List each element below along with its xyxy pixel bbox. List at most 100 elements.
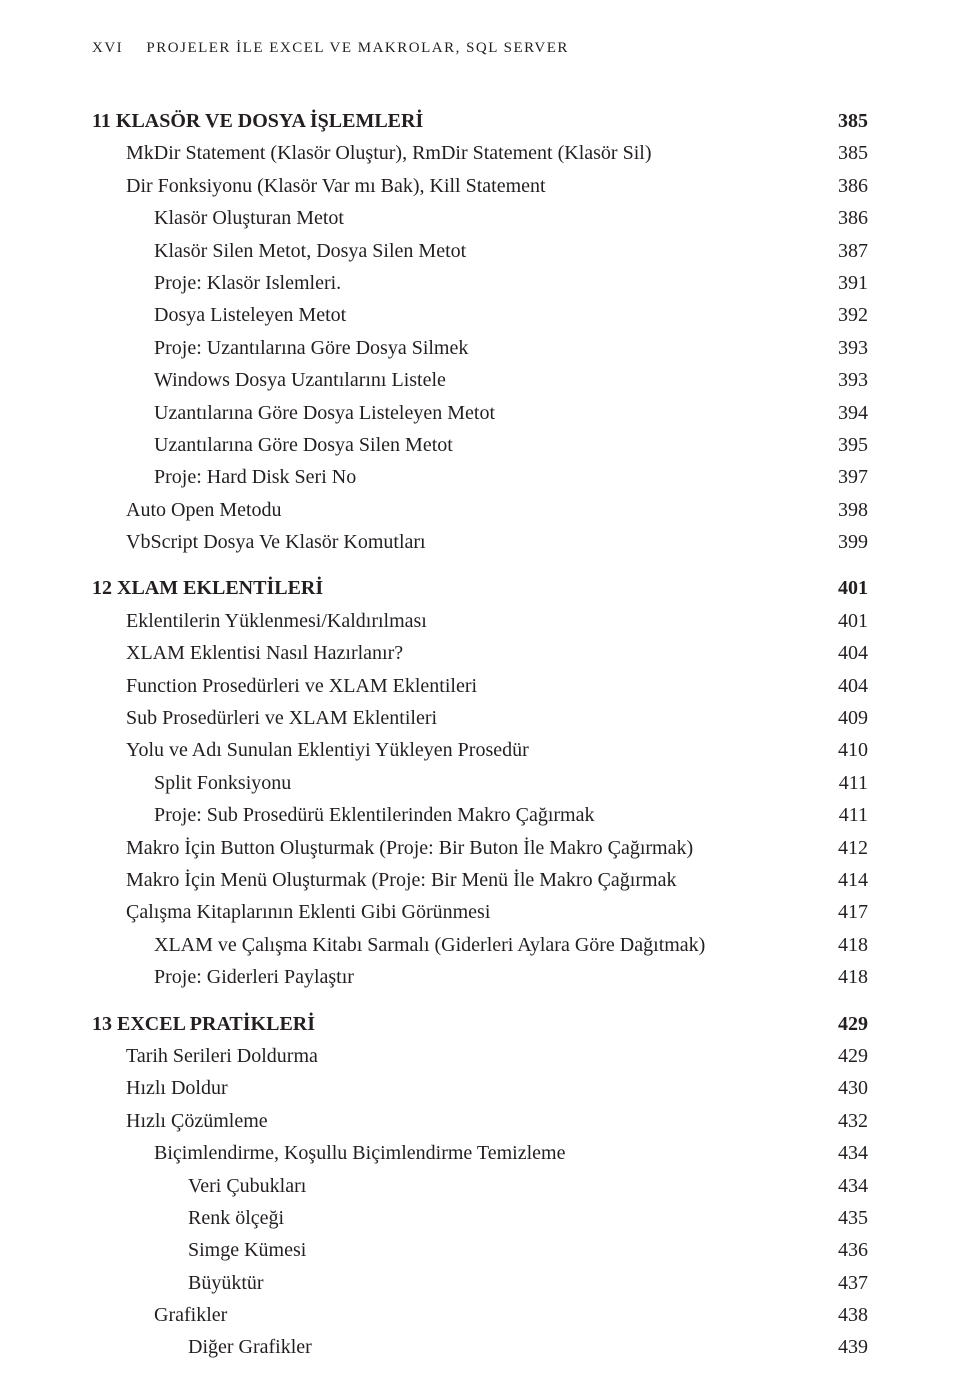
toc-entry: VbScript Dosya Ve Klasör Komutları399 xyxy=(92,526,868,558)
toc-chapter: 13 EXCEL PRATİKLERİ429 xyxy=(92,1008,868,1040)
toc-entry: Diğer Grafikler439 xyxy=(92,1331,868,1363)
toc-entry-label: Auto Open Metodu xyxy=(126,494,838,526)
toc-entry: Klasör Oluşturan Metot386 xyxy=(92,202,868,234)
toc-entry-label: Simge Kümesi xyxy=(188,1234,838,1266)
toc-entry-page: 398 xyxy=(838,494,868,526)
toc-entry-page: 434 xyxy=(838,1170,868,1202)
page-numeral: XVI xyxy=(92,40,123,56)
toc-entry: Split Fonksiyonu411 xyxy=(92,767,868,799)
toc-entry-page: 432 xyxy=(838,1105,868,1137)
toc-entry-label: Yolu ve Adı Sunulan Eklentiyi Yükleyen P… xyxy=(126,734,838,766)
toc-entry: XLAM ve Çalışma Kitabı Sarmalı (Giderler… xyxy=(92,929,868,961)
toc-entry-label: 13 EXCEL PRATİKLERİ xyxy=(92,1008,838,1040)
toc-entry-label: Dosya Listeleyen Metot xyxy=(154,299,838,331)
toc-entry: Proje: Hard Disk Seri No397 xyxy=(92,461,868,493)
toc-entry-page: 392 xyxy=(838,299,868,331)
book-title: PROJELER İLE EXCEL VE MAKROLAR, SQL SERV… xyxy=(146,40,569,56)
toc-entry-page: 386 xyxy=(838,202,868,234)
toc-entry-page: 385 xyxy=(838,137,868,169)
toc-entry-page: 397 xyxy=(838,461,868,493)
toc-entry: Uzantılarına Göre Dosya Silen Metot395 xyxy=(92,429,868,461)
toc-entry-label: Hızlı Çözümleme xyxy=(126,1105,838,1137)
toc-entry: Tarih Serileri Doldurma429 xyxy=(92,1040,868,1072)
toc-entry-label: Dir Fonksiyonu (Klasör Var mı Bak), Kill… xyxy=(126,170,838,202)
toc-entry-label: XLAM ve Çalışma Kitabı Sarmalı (Giderler… xyxy=(154,929,838,961)
page: XVI PROJELER İLE EXCEL VE MAKROLAR, SQL … xyxy=(0,0,960,1399)
toc-entry: Klasör Silen Metot, Dosya Silen Metot387 xyxy=(92,235,868,267)
toc-entry: Function Prosedürleri ve XLAM Eklentiler… xyxy=(92,670,868,702)
toc-entry-page: 404 xyxy=(838,637,868,669)
toc-entry-label: Veri Çubukları xyxy=(188,1170,838,1202)
toc-entry: Hızlı Doldur430 xyxy=(92,1072,868,1104)
toc-entry: Dosya Listeleyen Metot392 xyxy=(92,299,868,331)
toc-entry-page: 387 xyxy=(838,235,868,267)
toc-entry: Makro İçin Menü Oluşturmak (Proje: Bir M… xyxy=(92,864,868,896)
toc-entry: Proje: Giderleri Paylaştır418 xyxy=(92,961,868,993)
toc-entry-label: VbScript Dosya Ve Klasör Komutları xyxy=(126,526,838,558)
toc-entry-page: 437 xyxy=(838,1267,868,1299)
toc-entry: Renk ölçeği435 xyxy=(92,1202,868,1234)
toc-entry: Auto Open Metodu398 xyxy=(92,494,868,526)
toc-entry-page: 418 xyxy=(838,929,868,961)
toc-entry-label: Proje: Giderleri Paylaştır xyxy=(154,961,838,993)
toc-entry-label: Büyüktür xyxy=(188,1267,838,1299)
toc-entry-label: Uzantılarına Göre Dosya Listeleyen Metot xyxy=(154,397,838,429)
toc-entry-page: 418 xyxy=(838,961,868,993)
toc-entry: Windows Dosya Uzantılarını Listele393 xyxy=(92,364,868,396)
toc-entry-label: Grafikler xyxy=(154,1299,838,1331)
toc-entry: Dir Fonksiyonu (Klasör Var mı Bak), Kill… xyxy=(92,170,868,202)
toc-entry-label: Tarih Serileri Doldurma xyxy=(126,1040,838,1072)
toc-entry: Uzantılarına Göre Dosya Listeleyen Metot… xyxy=(92,397,868,429)
toc-entry-label: Sub Prosedürleri ve XLAM Eklentileri xyxy=(126,702,838,734)
toc-entry-page: 401 xyxy=(838,605,868,637)
toc-entry-page: 436 xyxy=(838,1234,868,1266)
toc-entry-label: Eklentilerin Yüklenmesi/Kaldırılması xyxy=(126,605,838,637)
toc-entry-page: 412 xyxy=(838,832,868,864)
toc-entry-label: Klasör Silen Metot, Dosya Silen Metot xyxy=(154,235,838,267)
toc-entry-label: Proje: Uzantılarına Göre Dosya Silmek xyxy=(154,332,838,364)
toc-chapter: 11 KLASÖR VE DOSYA İŞLEMLERİ385 xyxy=(92,105,868,137)
toc-entry-label: 12 XLAM EKLENTİLERİ xyxy=(92,572,838,604)
toc-entry-page: 395 xyxy=(838,429,868,461)
toc-entry-page: 401 xyxy=(838,572,868,604)
toc-entry-page: 391 xyxy=(838,267,868,299)
toc-entry-label: Renk ölçeği xyxy=(188,1202,838,1234)
toc-entry: Proje: Klasör Islemleri.391 xyxy=(92,267,868,299)
toc-entry-label: 11 KLASÖR VE DOSYA İŞLEMLERİ xyxy=(92,105,838,137)
toc-entry-page: 414 xyxy=(838,864,868,896)
toc-entry-page: 434 xyxy=(838,1137,868,1169)
toc-entry-page: 439 xyxy=(838,1331,868,1363)
toc-entry: Sub Prosedürleri ve XLAM Eklentileri409 xyxy=(92,702,868,734)
toc-entry: Makro İçin Button Oluşturmak (Proje: Bir… xyxy=(92,832,868,864)
toc-entry: Veri Çubukları434 xyxy=(92,1170,868,1202)
toc-entry-page: 429 xyxy=(838,1008,868,1040)
toc-entry-label: Proje: Klasör Islemleri. xyxy=(154,267,838,299)
toc-entry-label: Diğer Grafikler xyxy=(188,1331,838,1363)
toc-entry-page: 404 xyxy=(838,670,868,702)
toc-entry-label: Function Prosedürleri ve XLAM Eklentiler… xyxy=(126,670,838,702)
toc-entry-label: Biçimlendirme, Koşullu Biçimlendirme Tem… xyxy=(154,1137,838,1169)
toc-entry-page: 435 xyxy=(838,1202,868,1234)
toc-entry-page: 417 xyxy=(838,896,868,928)
toc-entry: Büyüktür437 xyxy=(92,1267,868,1299)
toc-entry-page: 393 xyxy=(838,332,868,364)
toc-entry-page: 411 xyxy=(839,767,868,799)
toc-entry: Hızlı Çözümleme432 xyxy=(92,1105,868,1137)
toc-entry-label: Klasör Oluşturan Metot xyxy=(154,202,838,234)
toc-entry-label: Proje: Sub Prosedürü Eklentilerinden Mak… xyxy=(154,799,839,831)
toc-entry-label: Uzantılarına Göre Dosya Silen Metot xyxy=(154,429,838,461)
toc-entry-page: 385 xyxy=(838,105,868,137)
toc-chapter: 12 XLAM EKLENTİLERİ401 xyxy=(92,572,868,604)
toc-entry-page: 430 xyxy=(838,1072,868,1104)
toc-entry: Proje: Uzantılarına Göre Dosya Silmek393 xyxy=(92,332,868,364)
toc-entry-label: Hızlı Doldur xyxy=(126,1072,838,1104)
toc-entry-page: 399 xyxy=(838,526,868,558)
toc-entry-label: Çalışma Kitaplarının Eklenti Gibi Görünm… xyxy=(126,896,838,928)
toc-entry: Eklentilerin Yüklenmesi/Kaldırılması401 xyxy=(92,605,868,637)
toc-entry-label: XLAM Eklentisi Nasıl Hazırlanır? xyxy=(126,637,838,669)
toc-entry: Yolu ve Adı Sunulan Eklentiyi Yükleyen P… xyxy=(92,734,868,766)
toc-entry-page: 394 xyxy=(838,397,868,429)
toc-entry-label: Makro İçin Menü Oluşturmak (Proje: Bir M… xyxy=(126,864,838,896)
toc-entry: XLAM Eklentisi Nasıl Hazırlanır?404 xyxy=(92,637,868,669)
toc-entry: Simge Kümesi436 xyxy=(92,1234,868,1266)
